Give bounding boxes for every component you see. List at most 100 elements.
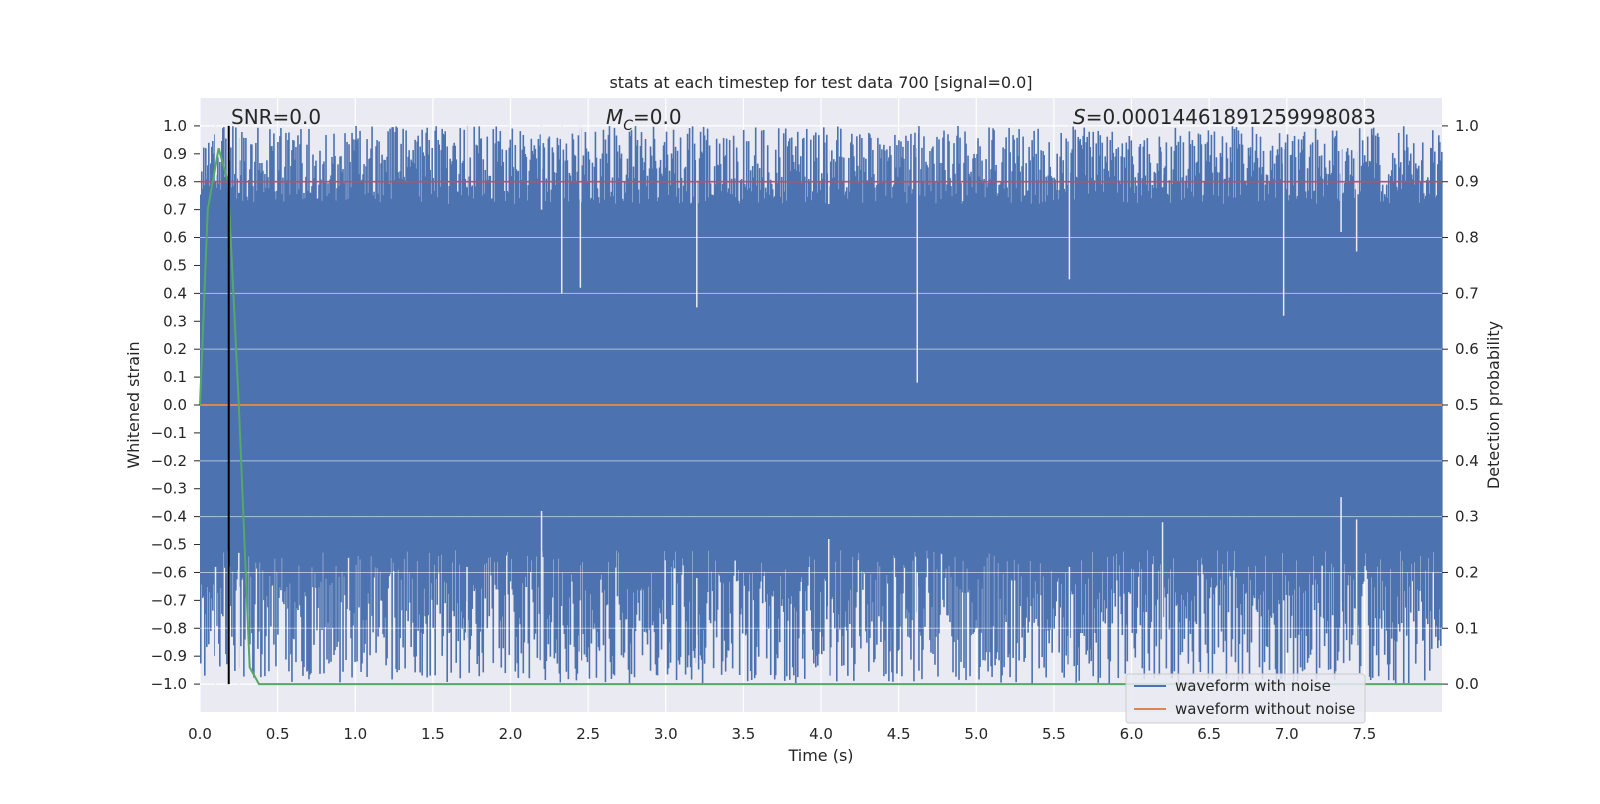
right-tick-label: 0.7 bbox=[1455, 284, 1479, 302]
noise-column bbox=[1379, 201, 1382, 560]
noise-column bbox=[799, 156, 802, 582]
noise-column bbox=[411, 162, 413, 579]
noise-column bbox=[751, 166, 754, 574]
noise-column bbox=[335, 200, 337, 566]
noise-column bbox=[828, 150, 830, 643]
noise-column bbox=[556, 137, 559, 664]
noise-column bbox=[704, 200, 707, 648]
noise-column bbox=[284, 166, 286, 592]
noise-column bbox=[778, 157, 781, 643]
noise-column bbox=[680, 177, 683, 575]
noise-column bbox=[981, 160, 983, 589]
noise-column bbox=[388, 183, 390, 577]
noise-column bbox=[871, 177, 873, 622]
noise-column bbox=[368, 159, 370, 604]
noise-column bbox=[650, 155, 653, 573]
noise-column bbox=[795, 170, 798, 612]
noise-column bbox=[481, 195, 484, 653]
noise-column bbox=[721, 183, 724, 662]
noise-column bbox=[1188, 131, 1191, 621]
noise-column bbox=[561, 163, 564, 573]
noise-column bbox=[627, 178, 630, 670]
noise-column bbox=[1323, 143, 1326, 647]
noise-column bbox=[543, 147, 546, 670]
noise-column bbox=[1333, 137, 1336, 680]
noise-column bbox=[338, 186, 340, 577]
noise-column bbox=[963, 162, 965, 668]
noise-column bbox=[379, 202, 381, 572]
noise-column bbox=[467, 195, 470, 620]
noise-column bbox=[391, 127, 393, 680]
noise-column bbox=[921, 147, 923, 680]
noise-column bbox=[944, 169, 946, 579]
noise-column bbox=[318, 184, 320, 588]
noise-column bbox=[432, 178, 434, 628]
noise-column bbox=[1259, 136, 1262, 595]
noise-column bbox=[1101, 142, 1104, 572]
noise-column bbox=[1070, 152, 1073, 592]
noise-column bbox=[997, 193, 999, 563]
noise-column bbox=[1203, 181, 1206, 614]
noise-column bbox=[842, 182, 844, 636]
noise-column bbox=[1215, 157, 1218, 586]
noise-column bbox=[381, 154, 383, 601]
noise-column bbox=[1059, 156, 1061, 608]
noise-column bbox=[345, 199, 347, 661]
noise-column bbox=[1412, 143, 1415, 622]
noise-column bbox=[781, 203, 784, 600]
noise-column bbox=[999, 184, 1001, 599]
noise-column bbox=[334, 155, 336, 651]
noise-column bbox=[1251, 126, 1254, 606]
noise-column bbox=[644, 138, 647, 630]
noise-column bbox=[725, 138, 728, 658]
noise-column bbox=[213, 153, 215, 585]
noise-column bbox=[760, 130, 763, 563]
noise-column bbox=[470, 186, 473, 636]
noise-column bbox=[1179, 135, 1182, 655]
x-tick-label: 5.0 bbox=[964, 725, 988, 743]
noise-column bbox=[278, 170, 280, 598]
noise-column bbox=[301, 163, 303, 662]
noise-column bbox=[897, 176, 899, 651]
noise-column bbox=[1034, 194, 1036, 582]
noise-column bbox=[302, 199, 304, 676]
noise-column bbox=[1183, 197, 1186, 639]
noise-column bbox=[1139, 143, 1142, 626]
noise-column bbox=[893, 184, 895, 556]
y-tick-label: 0.0 bbox=[163, 396, 187, 414]
noise-column bbox=[718, 143, 721, 576]
noise-column bbox=[1267, 194, 1270, 610]
noise-column bbox=[449, 158, 452, 633]
noise-column bbox=[861, 137, 863, 572]
noise-column bbox=[953, 143, 955, 642]
noise-column bbox=[1226, 158, 1229, 552]
noise-column bbox=[488, 175, 491, 617]
noise-column bbox=[1153, 171, 1156, 679]
noise-column bbox=[329, 179, 331, 585]
noise-column bbox=[909, 169, 911, 638]
noise-column bbox=[1195, 162, 1198, 625]
noise-column bbox=[270, 146, 272, 627]
noise-column bbox=[1094, 191, 1097, 633]
noise-column bbox=[439, 186, 441, 614]
noise-column bbox=[912, 189, 914, 561]
noise-column bbox=[1090, 177, 1093, 662]
noise-column bbox=[934, 182, 936, 665]
noise-column bbox=[494, 143, 497, 585]
noise-column bbox=[1035, 153, 1037, 619]
noise-column bbox=[535, 158, 538, 557]
noise-column bbox=[801, 138, 804, 659]
noise-column bbox=[1041, 202, 1043, 658]
noise-column bbox=[208, 142, 210, 645]
noise-column bbox=[1177, 141, 1180, 684]
noise-column bbox=[1334, 136, 1337, 672]
noise-column bbox=[1213, 131, 1216, 654]
noise-column bbox=[996, 195, 998, 653]
noise-column bbox=[1327, 174, 1330, 670]
noise-column bbox=[653, 138, 656, 633]
noise-column bbox=[1266, 175, 1269, 648]
noise-column bbox=[527, 185, 530, 644]
noise-column bbox=[1132, 164, 1135, 570]
noise-column bbox=[806, 196, 809, 586]
noise-column bbox=[496, 161, 499, 563]
